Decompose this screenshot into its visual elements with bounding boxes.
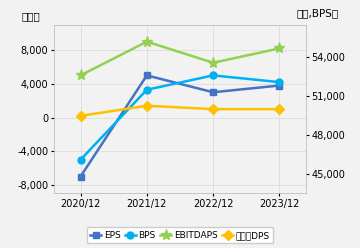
EBITDAPS xyxy=(78,74,83,77)
Text: （원）: （원） xyxy=(21,11,40,21)
보통주DPS xyxy=(145,104,149,107)
BPS xyxy=(277,81,282,84)
BPS xyxy=(145,88,149,91)
Line: EBITDAPS: EBITDAPS xyxy=(75,36,285,81)
Line: 보통주DPS: 보통주DPS xyxy=(77,102,283,119)
BPS xyxy=(78,158,83,161)
Line: EPS: EPS xyxy=(77,72,283,180)
BPS xyxy=(211,74,215,77)
EBITDAPS xyxy=(145,40,149,43)
EPS xyxy=(78,175,83,178)
Text: （원,BPS）: （원,BPS） xyxy=(297,8,339,18)
EBITDAPS xyxy=(277,47,282,50)
보통주DPS xyxy=(211,108,215,111)
보통주DPS xyxy=(78,114,83,117)
EBITDAPS xyxy=(211,61,215,64)
EPS xyxy=(211,91,215,94)
Line: BPS: BPS xyxy=(77,72,283,163)
EPS xyxy=(277,84,282,87)
Legend: EPS, BPS, EBITDAPS, 보통주DPS: EPS, BPS, EBITDAPS, 보통주DPS xyxy=(87,227,273,244)
보통주DPS xyxy=(277,108,282,111)
EPS xyxy=(145,74,149,77)
